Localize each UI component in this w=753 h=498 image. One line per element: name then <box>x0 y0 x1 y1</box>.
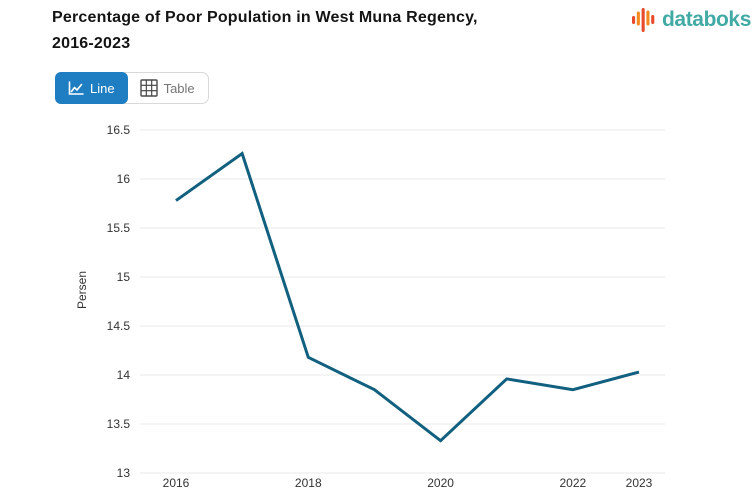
y-tick-label: 16.5 <box>107 123 131 137</box>
data-line <box>175 151 640 443</box>
y-axis-title: Persen <box>75 271 89 309</box>
y-tick-label: 15 <box>117 270 131 284</box>
table-view-button[interactable]: Table <box>127 73 208 103</box>
y-tick-label: 16 <box>117 172 131 186</box>
page-title-line-2: 2016-2023 <box>52 34 131 52</box>
line-chart: 13 13.5 14 14.5 15 15.5 16 16.5 2016 2018 2020 2022… <box>75 123 665 490</box>
x-tick-label: 2018 <box>295 476 322 490</box>
y-tick-label: 14.5 <box>107 319 131 333</box>
page-title: Percentage of Poor Population in West Mu… <box>52 5 612 56</box>
y-tick-label: 15.5 <box>107 221 131 235</box>
table-icon <box>139 79 158 97</box>
databoks-logo-icon <box>632 8 655 32</box>
databoks-logo[interactable]: databoks <box>631 6 751 34</box>
y-tick-label: 13.5 <box>107 417 131 431</box>
page-title-line-1: Percentage of Poor Population in West Mu… <box>52 9 478 26</box>
table-view-label: Table <box>163 80 195 96</box>
chart-view-toggle: Line Table <box>55 72 209 104</box>
databoks-logo-text: databoks <box>662 8 751 31</box>
y-tick-label: 14 <box>117 368 131 382</box>
y-tick-label: 13 <box>117 466 131 480</box>
line-chart-icon <box>68 80 84 95</box>
x-tick-label: 2016 <box>163 476 190 490</box>
x-tick-label: 2020 <box>427 476 454 490</box>
line-view-label: Line <box>90 80 115 96</box>
x-tick-label: 2022 <box>560 476 587 490</box>
x-tick-label: 2023 <box>626 476 653 490</box>
line-view-button[interactable]: Line <box>55 72 128 104</box>
